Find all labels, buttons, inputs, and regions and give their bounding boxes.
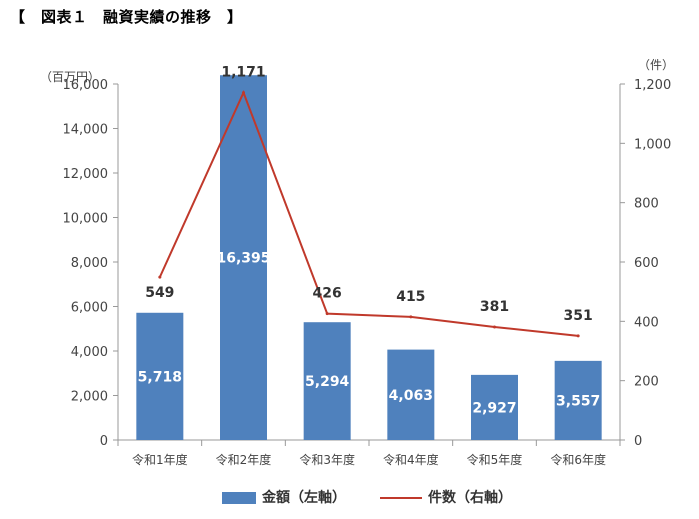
right-tick-label: 1,000 [634,137,671,152]
line-point [409,315,413,319]
chart-title: 【 図表１ 融資実績の推移 】 [10,8,243,26]
line-path [158,89,579,337]
line-value-label: 381 [480,299,509,315]
bar [471,374,518,440]
bar [136,312,184,440]
line-point [325,312,329,316]
bar-series [136,75,602,441]
line-value-label: 549 [145,285,174,301]
right-tick-label: 400 [634,315,659,330]
category-label: 令和3年度 [299,452,355,467]
left-tick-label: 4,000 [71,345,108,360]
line-point [576,334,580,338]
bar-value-label: 5,294 [305,374,350,390]
left-tick-label: 16,000 [63,78,109,93]
category-label: 令和5年度 [467,452,523,467]
line-value-label: 426 [313,286,342,302]
left-tick-label: 6,000 [71,301,108,316]
right-tick-label: 0 [634,434,642,449]
data-labels: 5,718 16,395 5,294 4,063 2,927 3,557 549 1,171 4… [138,65,601,417]
line-point [158,275,162,279]
category-label: 令和1年度 [132,452,188,467]
left-tick-label: 10,000 [63,212,109,227]
category-label: 令和2年度 [216,452,272,467]
bar [387,349,435,440]
axes: 0 2,000 4,000 6,000 8,000 10,000 12,000 14,000 1… [63,78,672,467]
left-tick-label: 0 [100,434,108,449]
line-point [493,325,496,329]
legend-item-bars: 金額（左軸） [222,487,346,507]
line-series [158,89,580,338]
left-tick-label: 8,000 [71,256,108,271]
right-axis-unit: （件） [638,58,675,72]
legend-bar-swatch [222,492,256,504]
left-tick-label: 2,000 [71,390,108,405]
right-tick-label: 200 [634,375,659,390]
category-label: 令和6年度 [550,452,606,467]
right-tick-label: 1,200 [634,78,671,93]
bar [303,322,351,440]
line-value-label: 1,171 [221,65,265,81]
legend-bar-label: 金額（左軸） [262,490,346,506]
legend-line-label: 件数（右軸） [428,490,512,506]
right-tick-label: 800 [634,197,659,212]
bar-value-label: 3,557 [556,393,600,409]
bar-value-label: 16,395 [216,251,270,267]
left-axis-unit: （百万円） [40,70,101,84]
line-value-label: 415 [396,289,425,305]
right-tick-label: 600 [634,256,659,271]
line-point [242,91,245,95]
bar [554,360,602,440]
bar-value-label: 2,927 [472,400,516,416]
category-label: 令和4年度 [383,452,439,467]
bar-value-label: 4,063 [389,388,433,404]
legend-line-swatch [380,497,422,499]
line-value-label: 351 [564,308,593,324]
left-tick-label: 14,000 [63,123,109,138]
bar-value-label: 5,718 [138,369,182,385]
legend-item-line: 件数（右軸） [380,487,512,507]
left-tick-label: 12,000 [63,167,109,182]
